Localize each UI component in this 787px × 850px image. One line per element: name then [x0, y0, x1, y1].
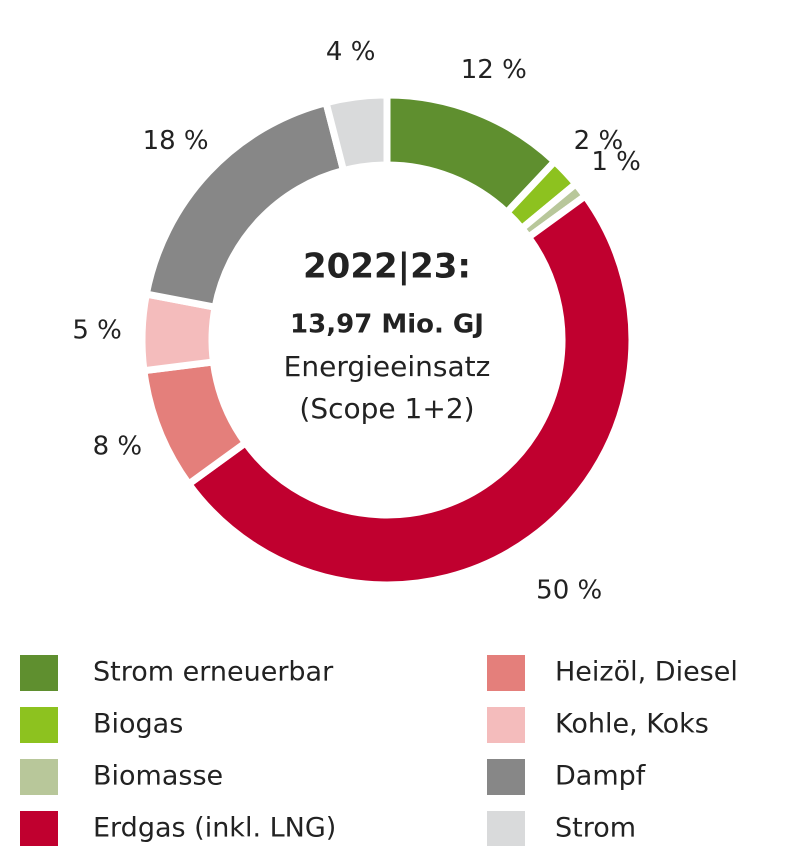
- legend-swatch: [20, 655, 58, 691]
- legend-label: Strom erneuerbar: [93, 657, 334, 688]
- data-label: 8 %: [93, 431, 143, 461]
- legend-label: Erdgas (inkl. LNG): [93, 813, 336, 844]
- legend-swatch: [487, 707, 525, 743]
- legend-swatch: [487, 811, 525, 847]
- chart-title: 2022|23:: [303, 247, 471, 287]
- data-label: 50 %: [536, 575, 602, 605]
- data-label: 18 %: [143, 126, 209, 156]
- legend-label: Kohle, Koks: [555, 709, 709, 740]
- legend-label: Heizöl, Diesel: [555, 657, 738, 688]
- slice: [183, 191, 636, 589]
- legend-label: Biogas: [93, 709, 183, 740]
- slice: [321, 91, 391, 175]
- data-label: 12 %: [461, 55, 527, 85]
- data-label: 2 %: [574, 126, 624, 156]
- annotation: Energieeinsatz: [284, 350, 491, 383]
- data-label: 4 %: [326, 37, 376, 67]
- legend-swatch: [20, 811, 58, 847]
- annotation: (Scope 1+2): [299, 392, 474, 425]
- data-label: 5 %: [72, 315, 122, 345]
- legend-label: Strom: [555, 813, 636, 844]
- legend-swatch: [487, 655, 525, 691]
- legend-swatch: [20, 707, 58, 743]
- chart-subtitle: 13,97 Mio. GJ: [290, 310, 484, 340]
- data-label: 1 %: [591, 147, 641, 177]
- legend-swatch: [20, 759, 58, 795]
- legend-label: Biomasse: [93, 761, 223, 792]
- legend-swatch: [487, 759, 525, 795]
- legend-label: Dampf: [555, 761, 647, 792]
